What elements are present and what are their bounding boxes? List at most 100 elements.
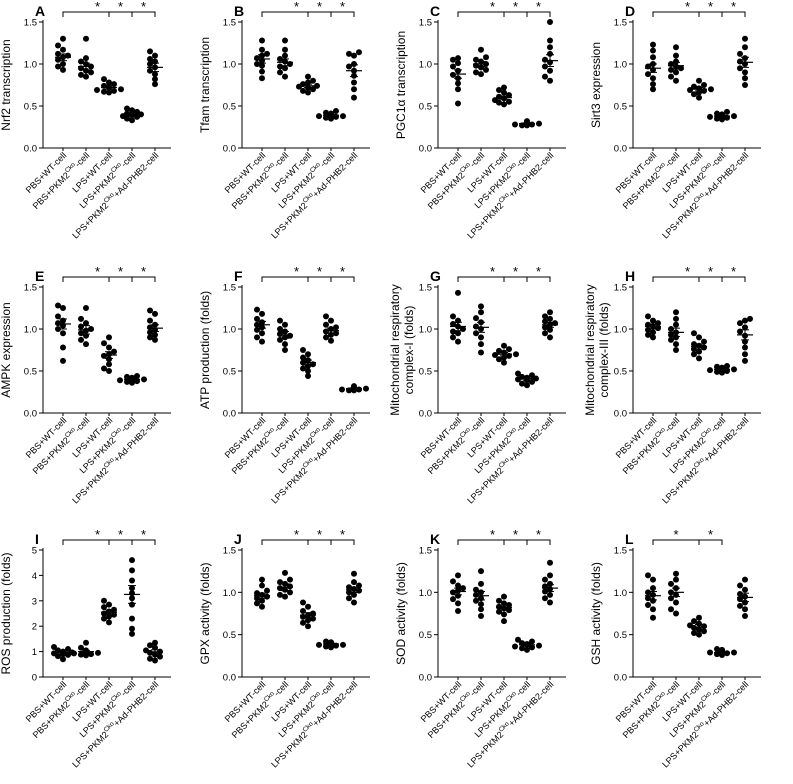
y-tick-label: 1.0 bbox=[24, 325, 37, 336]
y-axis-title: ATP production (folds) bbox=[198, 291, 212, 409]
data-point bbox=[346, 595, 352, 602]
data-point bbox=[152, 331, 158, 338]
data-point bbox=[506, 98, 512, 105]
data-point bbox=[547, 309, 553, 316]
data-point bbox=[78, 644, 84, 651]
significance-bracket bbox=[526, 11, 551, 17]
data-point bbox=[542, 63, 548, 70]
data-point bbox=[529, 638, 535, 645]
y-tick-label: 1.0 bbox=[24, 60, 37, 71]
data-point bbox=[691, 330, 697, 337]
y-tick-label: 1.5 bbox=[614, 283, 627, 294]
data-point bbox=[351, 599, 357, 606]
data-point bbox=[506, 602, 512, 609]
data-point bbox=[78, 336, 84, 343]
data-point bbox=[691, 341, 697, 348]
significance-star: * bbox=[340, 264, 345, 279]
data-point bbox=[650, 329, 656, 336]
data-point bbox=[673, 315, 679, 322]
panel-letter: B bbox=[234, 3, 244, 19]
data-point bbox=[655, 320, 661, 327]
data-point bbox=[282, 347, 288, 353]
data-point bbox=[340, 641, 346, 648]
data-point bbox=[650, 597, 656, 604]
data-point bbox=[282, 341, 288, 348]
data-point bbox=[305, 89, 311, 96]
data-point bbox=[305, 362, 311, 369]
data-point bbox=[724, 108, 730, 115]
data-point bbox=[737, 50, 743, 57]
data-point bbox=[55, 313, 61, 320]
x-tick-label-part: LPS+PKM2 bbox=[269, 465, 309, 505]
data-point bbox=[673, 52, 679, 59]
data-point bbox=[501, 84, 507, 91]
data-point bbox=[478, 568, 484, 575]
y-tick-label: 1.5 bbox=[419, 283, 432, 294]
panel-letter: J bbox=[234, 531, 242, 547]
data-point bbox=[450, 334, 456, 341]
data-point bbox=[346, 50, 352, 57]
data-point bbox=[691, 91, 697, 98]
data-point bbox=[259, 597, 265, 604]
data-point bbox=[124, 110, 130, 117]
data-point bbox=[254, 306, 260, 313]
data-point bbox=[323, 313, 329, 320]
data-point bbox=[78, 323, 84, 330]
y-axis-title: Nrf2 transcription bbox=[0, 39, 13, 130]
data-point bbox=[106, 89, 112, 96]
y-tick-label: 1 bbox=[32, 647, 37, 658]
data-point bbox=[478, 303, 484, 310]
significance-bracket bbox=[330, 276, 355, 282]
data-point bbox=[450, 589, 456, 596]
data-point bbox=[277, 591, 283, 598]
y-tick-label: 1.0 bbox=[223, 325, 236, 336]
data-point bbox=[351, 591, 357, 598]
data-point bbox=[673, 58, 679, 65]
data-point bbox=[737, 582, 743, 589]
data-point bbox=[673, 341, 679, 348]
data-point bbox=[450, 328, 456, 335]
data-point bbox=[111, 606, 117, 613]
data-point bbox=[542, 330, 548, 337]
data-point bbox=[455, 100, 461, 107]
data-point bbox=[501, 89, 507, 96]
data-point bbox=[351, 52, 357, 59]
data-point bbox=[668, 66, 674, 73]
y-tick-label: 1.0 bbox=[614, 325, 627, 336]
data-point bbox=[455, 80, 461, 87]
data-point bbox=[254, 595, 260, 602]
data-point bbox=[333, 108, 339, 115]
data-point bbox=[106, 361, 112, 368]
data-point bbox=[742, 44, 748, 51]
data-point bbox=[645, 326, 651, 333]
data-point bbox=[147, 317, 153, 324]
data-point bbox=[691, 351, 697, 358]
y-tick-label: 0.5 bbox=[419, 367, 432, 378]
data-point bbox=[536, 120, 542, 127]
significance-star: * bbox=[317, 264, 322, 279]
data-point bbox=[83, 639, 89, 646]
y-tick-label: 1.5 bbox=[24, 283, 37, 294]
data-point bbox=[254, 600, 260, 607]
data-point bbox=[668, 326, 674, 332]
data-point bbox=[287, 583, 293, 590]
data-point bbox=[731, 366, 737, 373]
data-point bbox=[259, 37, 265, 44]
significance-star: * bbox=[317, 527, 322, 542]
significance-star: * bbox=[708, 0, 713, 14]
data-point bbox=[696, 631, 702, 638]
significance-star: * bbox=[490, 0, 495, 14]
y-tick-label: 5 bbox=[32, 546, 37, 557]
data-point bbox=[134, 373, 140, 380]
data-point bbox=[650, 334, 656, 341]
data-point bbox=[60, 656, 66, 663]
y-axis-title: ROS production (folds) bbox=[0, 552, 13, 674]
y-axis-title-line: Mitochondrial respiratory bbox=[583, 284, 597, 415]
x-tick-label-part: LPS+PKM2 bbox=[465, 729, 505, 769]
data-point bbox=[696, 94, 702, 101]
y-tick-label: 4 bbox=[32, 571, 37, 582]
y-axis-title: PGC1α transcription bbox=[394, 31, 408, 139]
data-point bbox=[339, 386, 345, 393]
